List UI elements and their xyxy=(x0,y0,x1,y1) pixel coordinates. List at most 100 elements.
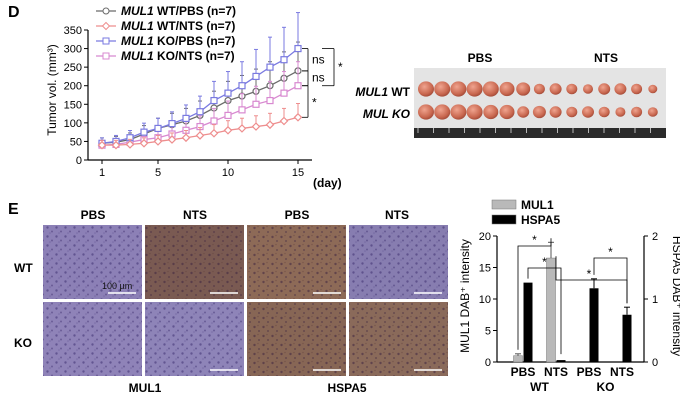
data-point xyxy=(182,114,190,123)
y-tick-label: 50 xyxy=(70,136,82,148)
tumor-photo: PBS NTS MUL1 WT MUL KO xyxy=(355,51,666,138)
left-tick-label: 10 xyxy=(479,294,491,306)
left-tick-label: 15 xyxy=(479,263,491,275)
data-point xyxy=(111,140,121,150)
data-point xyxy=(294,82,302,90)
tumor-volume-ylabel: Tumor vol. (mm³) xyxy=(45,44,59,136)
legend-label: MUL1 KO/PBS (n=7) xyxy=(121,34,235,48)
ihc-row-label: WT xyxy=(14,261,33,275)
tumor xyxy=(516,82,531,96)
dab-right-ylabel: HSPA5 DAB⁺ intensity xyxy=(670,236,680,356)
panel-e-letter: E xyxy=(8,201,19,218)
significance-bracket xyxy=(555,256,628,304)
legend-marker xyxy=(102,37,110,45)
data-point xyxy=(224,89,232,97)
photo-ruler xyxy=(414,128,666,138)
bar-mul1 xyxy=(546,257,556,363)
tumor xyxy=(434,104,451,120)
data-point xyxy=(140,128,148,136)
group-label: WT xyxy=(530,380,549,394)
legend-label: MUL1 WT/NTS (n=7) xyxy=(121,19,235,33)
dab-left-ylabel: MUL1 DAB⁺ intensity xyxy=(458,239,472,353)
right-tick-label: 1 xyxy=(652,294,658,306)
data-point xyxy=(266,63,274,71)
photo-header-nts: NTS xyxy=(594,51,618,65)
ihc-col-header: NTS xyxy=(183,208,207,222)
data-point xyxy=(223,125,233,135)
tumor xyxy=(648,84,658,94)
significance-label: * xyxy=(312,96,317,110)
legend-label: MUL1 KO/NTS (n=7) xyxy=(121,49,235,63)
significance-label: ns xyxy=(312,70,325,84)
ihc-group-label-hspa5: HSPA5 xyxy=(327,381,366,395)
tumor xyxy=(482,81,499,97)
data-point xyxy=(252,100,260,108)
data-point xyxy=(209,128,219,138)
tumor xyxy=(614,83,627,95)
ihc-col-header: NTS xyxy=(385,208,409,222)
tumor xyxy=(549,83,562,95)
data-point xyxy=(125,140,135,149)
tumor xyxy=(532,105,546,119)
tumor xyxy=(418,104,434,120)
legend-label: MUL1 xyxy=(521,198,554,212)
data-point xyxy=(252,72,260,81)
significance-bracket xyxy=(517,238,552,350)
data-point xyxy=(210,96,218,105)
group-label: KO xyxy=(597,380,615,394)
data-point xyxy=(139,138,149,148)
data-point xyxy=(167,135,177,144)
bar-mul1 xyxy=(513,355,523,363)
data-point xyxy=(224,111,232,120)
significance-bracket xyxy=(593,257,628,304)
tumor xyxy=(583,84,593,94)
photo-row-wt-label: MUL1 WT xyxy=(355,85,410,99)
x-tick-label: 1 xyxy=(99,167,105,179)
legend-swatch xyxy=(491,214,517,225)
legend-label: HSPA5 xyxy=(521,213,560,227)
data-point xyxy=(168,119,176,128)
significance-label: * xyxy=(587,267,592,281)
data-point xyxy=(266,96,274,105)
right-tick-label: 0 xyxy=(652,357,658,369)
x-tick-label: 10 xyxy=(222,167,234,179)
ihc-row-label: KO xyxy=(14,336,32,350)
data-point xyxy=(154,124,162,133)
left-tick-label: 5 xyxy=(485,326,491,338)
category-label: NTS xyxy=(610,365,634,379)
tumor xyxy=(549,106,562,118)
significance-label: * xyxy=(542,255,547,269)
ihc-col-header: PBS xyxy=(81,208,106,222)
ihc-group-label-mul1: MUL1 xyxy=(129,381,162,395)
y-tick-label: 0 xyxy=(76,155,82,167)
y-tick-label: 300 xyxy=(64,44,82,56)
data-point xyxy=(265,120,275,130)
tumor xyxy=(615,107,626,117)
photo-row-ko-label: MUL KO xyxy=(363,107,411,121)
legend-label: MUL1 WT/PBS (n=7) xyxy=(121,4,236,18)
y-tick-label: 100 xyxy=(64,118,82,130)
tumor xyxy=(533,83,545,95)
legend-marker xyxy=(101,21,111,31)
data-point xyxy=(181,133,191,143)
legend-marker xyxy=(102,7,110,15)
data-point xyxy=(210,117,218,125)
tumor xyxy=(517,106,530,118)
significance-bracket xyxy=(527,267,562,355)
bar-hspa5 xyxy=(589,288,599,362)
tumor xyxy=(418,81,434,97)
tumor xyxy=(566,83,578,95)
tumor-volume-xunit: (day) xyxy=(313,176,342,190)
tumor xyxy=(631,106,643,118)
photo-background xyxy=(414,68,666,138)
tumor xyxy=(466,81,483,97)
category-label: PBS xyxy=(577,365,602,379)
tumor-volume-chart: Tumor vol. (mm³) (day) MUL1 WT/PBS (n=7)… xyxy=(45,4,343,190)
x-tick-label: 5 xyxy=(155,167,161,179)
left-tick-label: 0 xyxy=(485,357,491,369)
data-point xyxy=(153,137,163,146)
dab-intensity-chart: MUL1 DAB⁺ intensity HSPA5 DAB⁺ intensity… xyxy=(458,198,680,394)
